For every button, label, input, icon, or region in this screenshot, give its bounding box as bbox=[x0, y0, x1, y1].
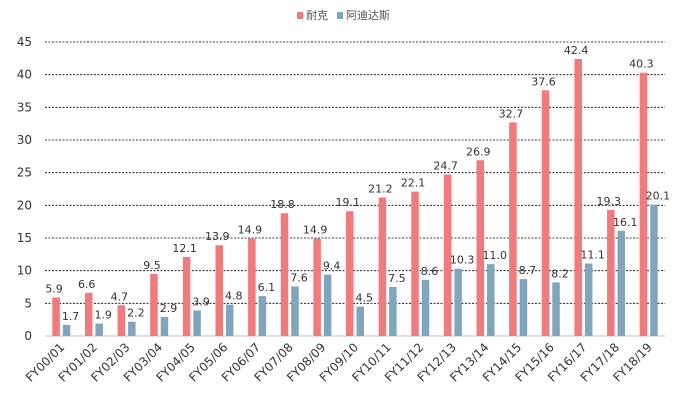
bar-adidas bbox=[454, 268, 462, 336]
data-label-nike: 6.6 bbox=[78, 278, 96, 291]
legend-swatch-nike bbox=[297, 12, 303, 19]
data-label-nike: 24.7 bbox=[433, 160, 458, 173]
bar-nike bbox=[182, 256, 191, 336]
bar-nike bbox=[541, 90, 550, 336]
data-label-nike: 4.7 bbox=[111, 290, 129, 303]
bar-adidas bbox=[160, 317, 169, 336]
data-labels: 5.9 1.7 6.6 1.9 4.7 2.2 9.5 2.9 12.1 3.9 13.9 4.8 14… bbox=[45, 44, 670, 323]
data-label-adidas: 7.5 bbox=[388, 272, 406, 285]
bar-adidas bbox=[421, 279, 430, 336]
data-label-adidas: 3.9 bbox=[192, 296, 210, 309]
bar-nike bbox=[509, 122, 517, 336]
data-label-nike: 32.7 bbox=[499, 107, 524, 120]
y-tick-label: 0 bbox=[24, 329, 32, 343]
bar-adidas bbox=[95, 323, 103, 336]
data-label-nike: 18.8 bbox=[270, 198, 295, 211]
bar-adidas bbox=[487, 264, 495, 336]
data-label-nike: 21.2 bbox=[368, 182, 393, 195]
bar-adidas bbox=[617, 230, 626, 336]
legend-label-nike: 耐克 bbox=[306, 9, 328, 22]
data-label-nike: 42.4 bbox=[564, 44, 589, 57]
y-axis: 0 5 10 15 20 25 30 35 40 45 bbox=[17, 35, 32, 343]
chart-legend: 耐克 阿迪达斯 bbox=[297, 9, 390, 22]
bar-nike bbox=[150, 273, 158, 336]
bar-nike bbox=[411, 191, 419, 336]
legend-swatch-adidas bbox=[337, 12, 343, 19]
data-label-adidas: 11.1 bbox=[580, 248, 605, 261]
bar-adidas bbox=[650, 204, 658, 336]
data-label-adidas: 7.6 bbox=[290, 271, 308, 284]
x-axis: FY00/01FY01/02FY02/03FY03/04FY04/05FY05/… bbox=[23, 340, 655, 384]
bar-nike bbox=[346, 211, 354, 336]
y-tick-label: 20 bbox=[17, 198, 32, 212]
bars bbox=[52, 58, 658, 337]
bar-nike bbox=[248, 238, 256, 336]
data-label-adidas: 2.9 bbox=[160, 302, 178, 315]
y-tick-label: 45 bbox=[17, 35, 32, 49]
y-tick-label: 35 bbox=[17, 100, 32, 114]
bar-nike bbox=[476, 160, 485, 336]
bar-adidas bbox=[389, 287, 397, 336]
bar-adidas bbox=[258, 296, 267, 336]
data-label-nike: 12.1 bbox=[172, 242, 197, 255]
bar-adidas bbox=[291, 286, 299, 336]
data-label-nike: 22.1 bbox=[401, 177, 426, 190]
data-label-nike: 26.9 bbox=[466, 145, 491, 158]
data-label-nike: 9.5 bbox=[143, 259, 161, 272]
bar-nike bbox=[52, 297, 60, 336]
data-label-adidas: 6.1 bbox=[258, 281, 276, 294]
y-tick-label: 25 bbox=[17, 166, 32, 180]
data-label-adidas: 8.6 bbox=[421, 265, 439, 278]
data-label-adidas: 8.2 bbox=[551, 267, 569, 280]
bar-adidas bbox=[323, 274, 332, 336]
y-tick-label: 40 bbox=[17, 68, 32, 82]
data-label-adidas: 10.3 bbox=[450, 254, 475, 267]
data-label-adidas: 4.5 bbox=[356, 292, 374, 305]
bar-nike bbox=[117, 305, 126, 336]
data-label-nike: 37.6 bbox=[531, 75, 556, 88]
bar-adidas bbox=[128, 321, 136, 336]
bar-nike bbox=[607, 209, 615, 336]
gridlines bbox=[45, 41, 665, 337]
bar-adidas bbox=[225, 304, 234, 336]
y-tick-label: 5 bbox=[24, 296, 32, 310]
bar-nike bbox=[378, 197, 387, 336]
bar-adidas bbox=[193, 310, 201, 336]
data-label-adidas: 8.7 bbox=[519, 264, 537, 277]
data-label-nike: 5.9 bbox=[45, 282, 63, 295]
data-label-adidas: 16.1 bbox=[613, 216, 638, 229]
data-label-adidas: 4.8 bbox=[225, 290, 243, 303]
legend-label-adidas: 阿迪达斯 bbox=[346, 9, 390, 22]
data-label-nike: 14.9 bbox=[238, 224, 263, 237]
bar-adidas bbox=[519, 279, 528, 336]
bar-nike bbox=[639, 72, 648, 336]
bar-nike bbox=[280, 213, 289, 336]
data-label-adidas: 1.9 bbox=[94, 309, 112, 322]
data-label-adidas: 9.4 bbox=[323, 260, 341, 273]
bar-adidas bbox=[62, 324, 71, 336]
data-label-adidas: 11.0 bbox=[483, 249, 508, 262]
data-label-adidas: 20.1 bbox=[646, 190, 671, 203]
bar-adidas bbox=[552, 282, 560, 336]
data-label-nike: 19.3 bbox=[597, 195, 622, 208]
bar-nike bbox=[443, 174, 452, 336]
bar-adidas bbox=[584, 263, 593, 336]
bar-nike bbox=[574, 58, 582, 337]
bar-nike bbox=[313, 238, 321, 336]
y-tick-label: 30 bbox=[17, 133, 32, 147]
y-tick-label: 15 bbox=[17, 231, 32, 245]
data-label-adidas: 1.7 bbox=[62, 310, 80, 323]
bar-nike bbox=[215, 245, 223, 336]
bar-adidas bbox=[356, 306, 364, 336]
data-label-nike: 19.1 bbox=[336, 196, 361, 209]
data-label-nike: 40.3 bbox=[629, 58, 654, 71]
data-label-nike: 14.9 bbox=[303, 224, 328, 237]
y-tick-label: 10 bbox=[17, 264, 32, 278]
data-label-adidas: 2.2 bbox=[127, 307, 145, 320]
data-label-nike: 13.9 bbox=[205, 230, 230, 243]
bar-nike bbox=[84, 292, 93, 336]
